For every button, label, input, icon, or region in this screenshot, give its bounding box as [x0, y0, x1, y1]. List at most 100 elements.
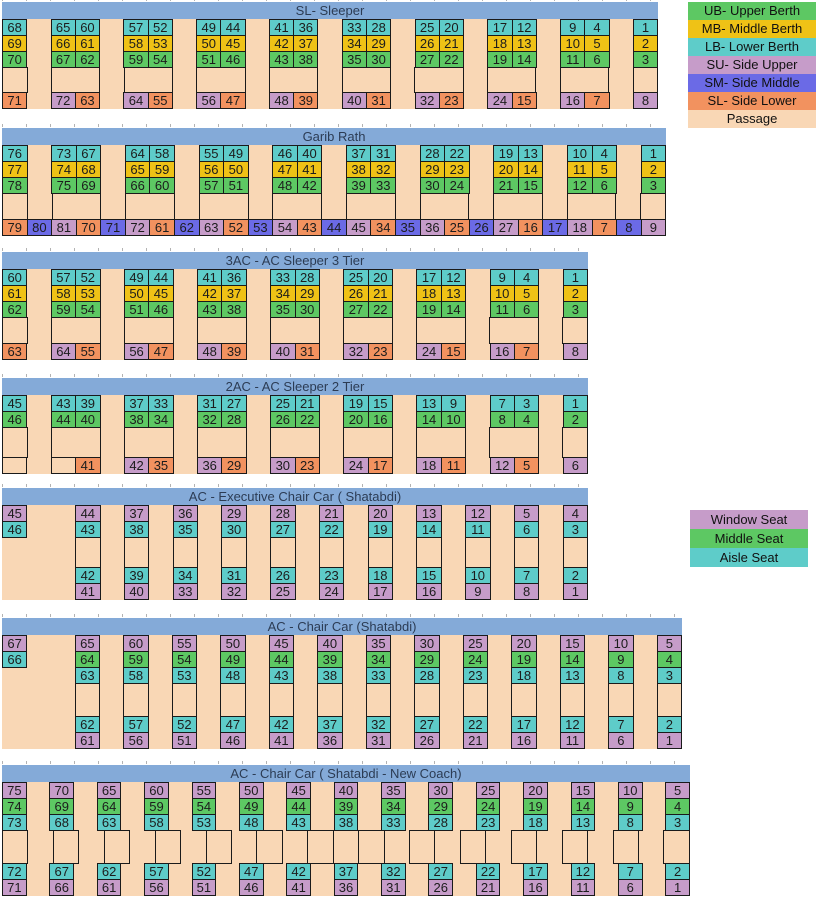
seat-62: 62	[74, 51, 101, 68]
empty-berth-space	[511, 683, 537, 717]
seat-60: 60	[123, 635, 149, 652]
seat-21: 21	[318, 505, 345, 522]
passage	[395, 177, 421, 194]
seat-4: 4	[665, 798, 690, 815]
passage	[100, 521, 125, 538]
passage	[173, 395, 198, 412]
empty-berth-space	[124, 427, 174, 458]
passage	[26, 395, 51, 412]
seat-12: 12	[440, 269, 467, 286]
seat-9: 9	[640, 219, 667, 236]
passage	[99, 35, 124, 52]
passage	[245, 635, 270, 652]
seat-32: 32	[365, 716, 391, 733]
passage	[26, 667, 51, 684]
seat-7: 7	[584, 92, 610, 109]
passage	[263, 879, 288, 896]
passage	[547, 879, 572, 896]
seat-60: 60	[74, 19, 101, 36]
seat-32: 32	[370, 161, 396, 178]
seat-2: 2	[562, 285, 588, 302]
seat-55: 55	[198, 145, 225, 162]
seat-48: 48	[272, 177, 298, 194]
passage	[197, 505, 222, 522]
empty-berth-space	[2, 317, 28, 344]
berth-row	[2, 67, 659, 93]
seat-38: 38	[123, 521, 150, 538]
passage	[499, 814, 524, 831]
passage	[343, 583, 368, 600]
passage	[319, 457, 344, 474]
passage	[465, 427, 491, 458]
seat-2: 2	[562, 411, 588, 428]
passage	[172, 35, 197, 52]
passage	[441, 537, 466, 568]
passage	[384, 830, 410, 864]
berth-row: 69 66 61 58 53 50 45 42 37 34 29 26 21 18 13 10 5 2	[2, 35, 659, 52]
berth-row	[2, 830, 690, 864]
seat-16: 16	[517, 219, 544, 236]
passage	[26, 457, 51, 474]
seat-17: 17	[416, 269, 442, 286]
seat-47: 47	[148, 343, 174, 360]
seat-42: 42	[268, 716, 294, 733]
seat-11: 11	[559, 732, 585, 749]
passage	[51, 667, 76, 684]
seat-16: 16	[560, 92, 586, 109]
passage	[245, 92, 270, 109]
passage	[319, 285, 344, 302]
seat-36: 36	[419, 219, 446, 236]
passage	[321, 145, 347, 162]
seat-type-legend: Window Seat Middle Seat Aisle Seat	[690, 510, 808, 567]
berth-row: 46 44 40 38 34 32 28 26 22 20 16 14 10 8 4 2	[2, 411, 588, 428]
passage	[594, 814, 619, 831]
seat-42: 42	[296, 177, 323, 194]
passage	[282, 830, 308, 864]
passage	[196, 635, 221, 652]
passage	[120, 798, 145, 815]
seat-77: 77	[2, 161, 28, 178]
seat-2: 2	[656, 716, 682, 733]
empty-berth-space	[270, 537, 296, 568]
passage	[248, 161, 274, 178]
seat-47: 47	[220, 92, 246, 109]
empty-berth-space	[559, 67, 609, 93]
seat-13: 13	[517, 145, 544, 162]
passage	[100, 193, 126, 220]
passage	[26, 651, 51, 668]
seat-34: 34	[270, 285, 296, 302]
passage	[295, 567, 320, 584]
empty-berth-space	[50, 457, 77, 474]
seat-28: 28	[270, 505, 296, 522]
passage	[584, 651, 609, 668]
passage	[317, 35, 342, 52]
empty-berth-space	[562, 427, 589, 458]
empty-berth-space	[2, 67, 28, 93]
passage	[174, 161, 200, 178]
seat-17: 17	[542, 219, 568, 236]
seat-6: 6	[591, 177, 618, 194]
seat-42: 42	[75, 567, 101, 584]
seat-44: 44	[220, 19, 246, 36]
seat-38: 38	[123, 411, 150, 428]
seat-5: 5	[591, 161, 618, 178]
passage	[642, 798, 667, 815]
passage	[616, 145, 642, 162]
passage	[616, 161, 642, 178]
passage	[392, 411, 417, 428]
passage	[100, 145, 126, 162]
passage	[633, 732, 658, 749]
seat-41: 41	[286, 879, 311, 896]
seat-19: 19	[343, 395, 369, 412]
seat-61: 61	[2, 285, 28, 302]
seat-61: 61	[149, 219, 175, 236]
passage	[215, 879, 240, 896]
passage	[392, 567, 417, 584]
seat-59: 59	[149, 161, 175, 178]
legend-item: Passage	[688, 110, 816, 128]
seat-56: 56	[123, 343, 150, 360]
empty-berth-space	[414, 67, 464, 93]
empty-berth-space	[2, 427, 28, 458]
coach-title: AC - Chair Car ( Shatabdi - New Coach)	[2, 765, 690, 782]
passage	[392, 343, 417, 360]
